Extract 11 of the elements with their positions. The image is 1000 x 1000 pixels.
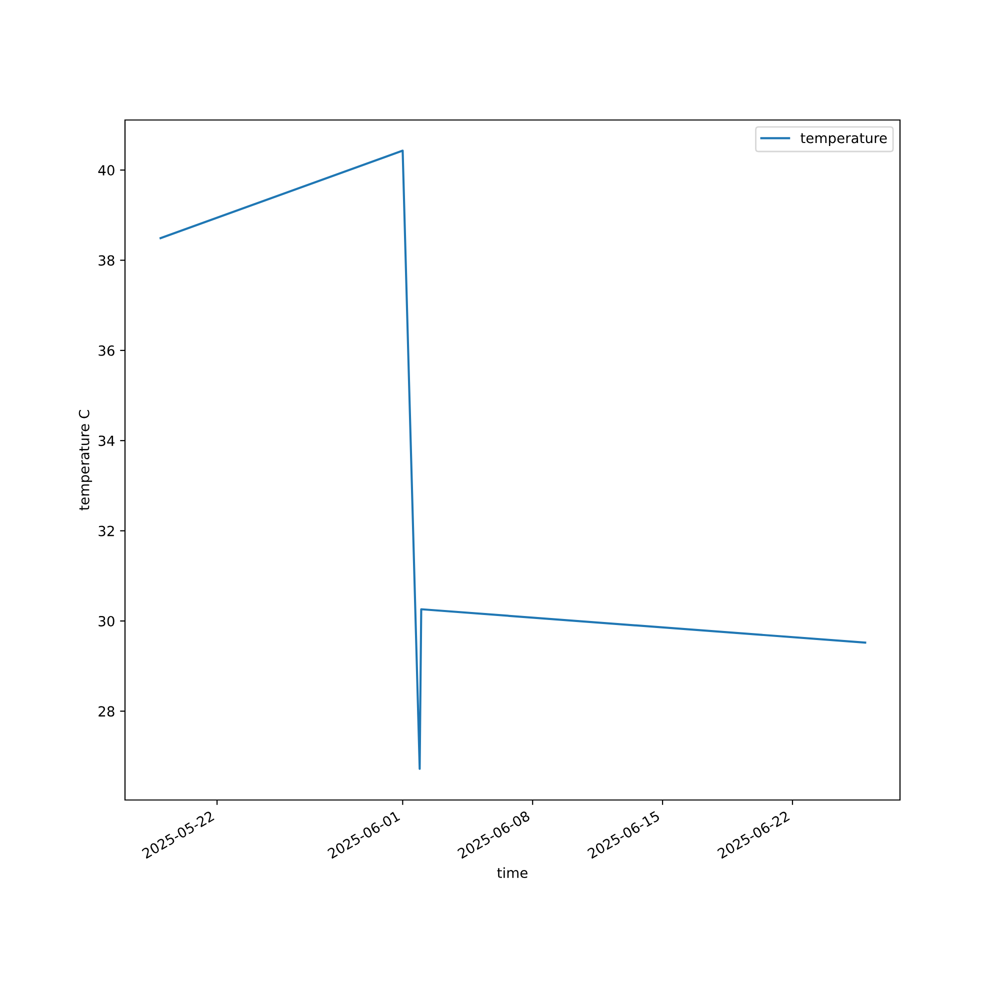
line-series [160, 150, 866, 770]
y-tick-label: 28 [98, 706, 114, 717]
y-tick-label: 36 [98, 345, 114, 356]
y-tick-label: 38 [98, 255, 114, 266]
y-tick-label: 30 [98, 616, 114, 626]
y-tick-label: 32 [98, 526, 114, 536]
y-tick-label: 40 [98, 165, 114, 176]
y-tick-label: 34 [98, 436, 114, 446]
legend-label: temperature [800, 133, 887, 146]
y-axis-title: temperature C [78, 410, 92, 510]
x-axis-title: time [497, 867, 528, 878]
